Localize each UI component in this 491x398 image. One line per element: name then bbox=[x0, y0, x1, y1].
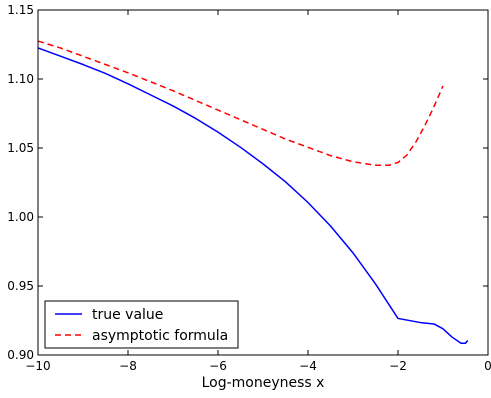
series-layer bbox=[37, 40, 469, 345]
series-line-true-value bbox=[37, 47, 469, 345]
y-tick-label: 1.10 bbox=[7, 72, 34, 86]
plot-frame bbox=[37, 9, 489, 356]
y-tick-label: 0.95 bbox=[7, 279, 34, 293]
plot-area bbox=[38, 10, 488, 355]
y-tick-label: 0.90 bbox=[7, 348, 34, 362]
legend-label-asymptotic-formula: asymptotic formula bbox=[92, 328, 228, 344]
x-tick-label: −4 bbox=[299, 359, 317, 373]
legend-label-true-value: true value bbox=[92, 307, 163, 323]
x-tick-label: −8 bbox=[119, 359, 137, 373]
y-tick-label: 1.05 bbox=[7, 141, 34, 155]
x-axis-label: Log-moneyness x bbox=[202, 375, 325, 391]
x-tick-label: −2 bbox=[389, 359, 407, 373]
legend: true value asymptotic formula bbox=[44, 300, 239, 349]
legend-box bbox=[44, 300, 239, 349]
tick-layer: −10 −8 −6 −4 −2 0 0.90 0.95 1.00 1.05 1.10 1.15 bbox=[7, 3, 491, 373]
x-tick-label: −10 bbox=[25, 359, 50, 373]
x-tick-label: 0 bbox=[484, 359, 491, 373]
y-tick-label: 1.00 bbox=[7, 210, 34, 224]
y-tick-label: 1.15 bbox=[7, 3, 34, 17]
x-tick-label: −6 bbox=[209, 359, 227, 373]
series-line-asymptotic-formula bbox=[37, 40, 444, 166]
